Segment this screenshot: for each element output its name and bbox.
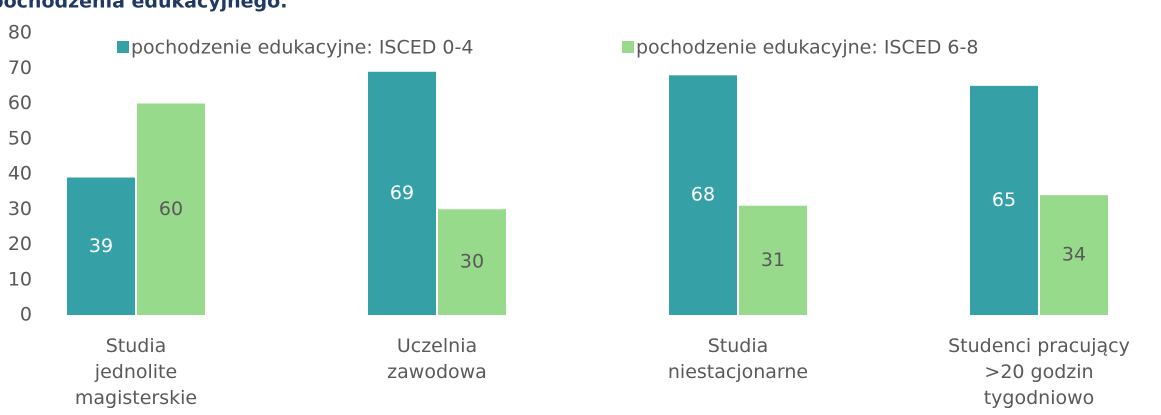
bar — [739, 205, 807, 315]
y-tick-label: 50 — [8, 127, 32, 149]
data-label: 65 — [992, 189, 1016, 211]
chart-title: pochodzenia edukacyjnego. — [0, 0, 287, 13]
bar — [1040, 195, 1108, 315]
y-tick-label: 60 — [8, 92, 32, 114]
bar — [368, 71, 436, 316]
data-label: 69 — [390, 182, 414, 204]
y-tick-label: 0 — [20, 304, 32, 326]
bar — [67, 177, 135, 315]
y-tick-label: 30 — [8, 198, 32, 220]
y-tick-label: 70 — [8, 57, 32, 79]
y-tick-label: 10 — [8, 268, 32, 290]
bar — [438, 209, 506, 315]
y-tick-label: 80 — [8, 22, 32, 44]
bar — [970, 85, 1038, 315]
legend-label: pochodzenie edukacyjne: ISCED 0-4 — [131, 37, 473, 59]
data-label: 34 — [1062, 244, 1086, 266]
legend-swatch — [622, 41, 634, 53]
data-label: 60 — [159, 198, 183, 220]
legend-label: pochodzenie edukacyjne: ISCED 6-8 — [636, 37, 978, 59]
y-tick-label: 40 — [8, 163, 32, 185]
data-label: 31 — [761, 249, 785, 271]
data-label: 68 — [691, 184, 715, 206]
data-label: 30 — [460, 251, 484, 273]
legend-swatch — [117, 41, 129, 53]
x-tick-label: Studia jednolite magisterskie — [75, 335, 197, 409]
data-label: 39 — [89, 235, 113, 257]
x-tick-label: Uczelnia zawodowa — [387, 335, 487, 383]
x-tick-label: Studenci pracujący >20 godzin tygodniowo — [948, 335, 1130, 409]
bar — [137, 103, 205, 315]
bar — [669, 75, 737, 315]
x-tick-label: Studia niestacjonarne — [668, 335, 808, 383]
y-tick-label: 20 — [8, 233, 32, 255]
